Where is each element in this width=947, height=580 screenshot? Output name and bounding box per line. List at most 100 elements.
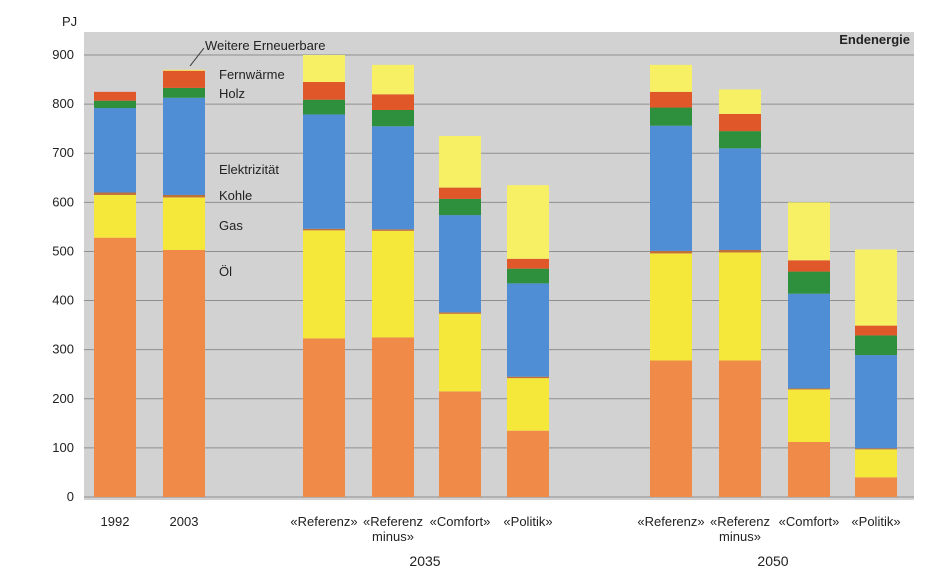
bar-segment [94, 91, 136, 101]
bar-segment [855, 355, 897, 449]
bar-segment [650, 91, 692, 108]
series-annotation-label: Weitere Erneuerbare [205, 38, 325, 53]
group-label: 2035 [409, 553, 440, 569]
bar-segment [650, 107, 692, 126]
category-label: 2003 [170, 514, 199, 529]
bar-segment [303, 82, 345, 100]
bar-segment [372, 94, 414, 111]
y-axis-ticks: 0 100 200 300 400 500 600 700 800 900 [52, 47, 74, 504]
bar-segment [788, 389, 830, 442]
bar-segment [303, 228, 345, 231]
series-annotations: Weitere Erneuerbare Fernwärme Holz Elektriz… [189, 38, 325, 279]
y-tick-label: 700 [52, 145, 74, 160]
group-labels: 2035 2050 [409, 553, 788, 569]
bar-segment [303, 338, 345, 497]
bar-segment [439, 391, 481, 497]
bar-segment [719, 113, 761, 132]
bar-segment [507, 185, 549, 259]
category-label: «Referenz [363, 514, 423, 529]
y-tick-label: 500 [52, 243, 74, 258]
category-label: «Politik» [503, 514, 552, 529]
y-tick-label: 300 [52, 342, 74, 357]
y-tick-label: 100 [52, 440, 74, 455]
category-label: minus» [372, 529, 414, 544]
bar-segment [163, 97, 205, 195]
bar-segment [788, 260, 830, 272]
bar-segment [372, 230, 414, 338]
bar-segment [719, 249, 761, 253]
bar-segment [439, 136, 481, 188]
bar-segment [303, 55, 345, 83]
category-label: «Referenz» [290, 514, 357, 529]
bar-segment [788, 202, 830, 261]
series-annotation-label: Gas [219, 218, 243, 233]
bar-segment [372, 64, 414, 95]
bar-segment [163, 70, 205, 88]
bar-segment [788, 293, 830, 389]
bar-segment [719, 89, 761, 114]
series-annotation-label: Elektrizität [219, 162, 279, 177]
category-labels: 1992 2003 «Referenz» «Referenzminus»«Comfor… [101, 514, 901, 544]
bar-segment [507, 378, 549, 431]
y-axis-label: PJ [62, 14, 77, 29]
y-tick-label: 900 [52, 47, 74, 62]
category-label: 1992 [101, 514, 130, 529]
bar-segment [94, 100, 136, 109]
bar-segment [303, 230, 345, 339]
y-tick-label: 200 [52, 391, 74, 406]
category-label: «Politik» [851, 514, 900, 529]
bar-segment [507, 376, 549, 379]
bars [94, 55, 897, 497]
bar-segment [439, 313, 481, 392]
bar-segment [507, 268, 549, 284]
bar-segment [719, 360, 761, 497]
y-tick-label: 600 [52, 194, 74, 209]
y-tick-label: 0 [67, 489, 74, 504]
annotation-leader-line [189, 47, 205, 67]
bar-segment [719, 148, 761, 250]
category-label: minus» [719, 529, 761, 544]
bar-segment [650, 125, 692, 251]
bar-segment [372, 126, 414, 230]
group-label: 2050 [757, 553, 788, 569]
bar-segment [303, 114, 345, 229]
bar-segment [94, 237, 136, 497]
bar-segment [650, 250, 692, 254]
bar-segment [788, 271, 830, 294]
bar-segment [719, 131, 761, 149]
series-annotation-label: Öl [219, 264, 232, 279]
bar-segment [650, 253, 692, 361]
category-label: «Referenz» [637, 514, 704, 529]
category-label: «Referenz [710, 514, 770, 529]
category-label: «Comfort» [779, 514, 840, 529]
category-label: «Comfort» [430, 514, 491, 529]
bar-segment [788, 441, 830, 497]
bar-segment [650, 360, 692, 497]
bar-segment [439, 198, 481, 216]
series-annotation-label: Holz [219, 86, 245, 101]
bar-segment [94, 108, 136, 193]
bar-segment [163, 249, 205, 497]
series-annotation-label: Fernwärme [219, 67, 285, 82]
bar-segment [855, 449, 897, 478]
bar-segment [855, 448, 897, 450]
gridlines [84, 54, 914, 498]
bar-segment [439, 312, 481, 314]
series-annotation-label: Kohle [219, 188, 252, 203]
bar-segment [163, 194, 205, 198]
bar-segment [94, 192, 136, 195]
bar-segment [372, 337, 414, 497]
bar-segment [303, 99, 345, 115]
bar-segment [855, 335, 897, 356]
bar-segment [507, 258, 549, 269]
bar-segment [650, 64, 692, 92]
bar-segment [163, 69, 205, 71]
bar-segment [163, 197, 205, 250]
bar-segment [507, 430, 549, 497]
plot-background [84, 32, 914, 500]
y-tick-label: 800 [52, 96, 74, 111]
bar-segment [163, 87, 205, 98]
bar-segment [372, 229, 414, 231]
bar-segment [788, 388, 830, 390]
